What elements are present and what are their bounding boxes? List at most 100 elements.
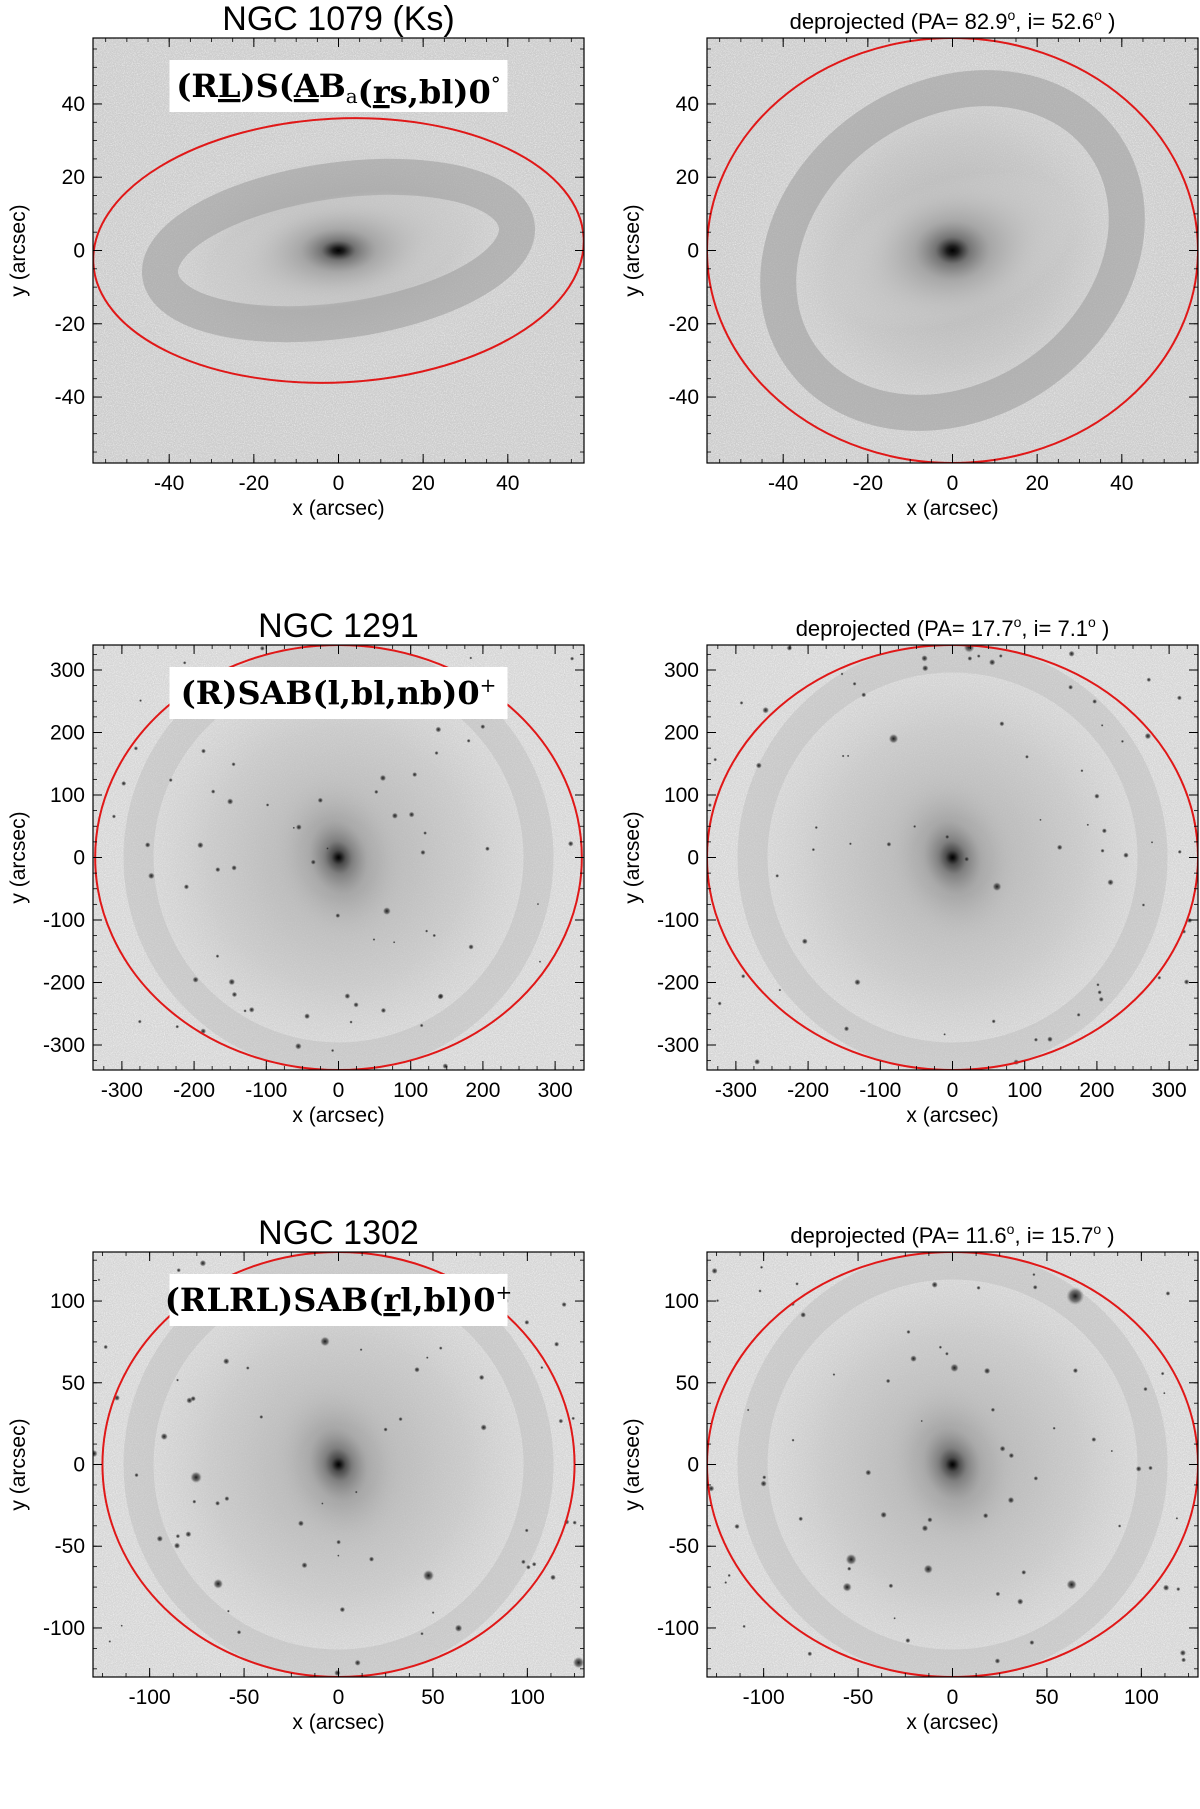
field-star [368,1556,375,1562]
field-star [759,1265,764,1269]
field-star [425,1356,429,1359]
field-star [558,1418,564,1424]
field-star [108,1640,112,1643]
field-star [1157,975,1162,980]
y-tick-label: -300 [657,1034,699,1057]
field-star [236,1629,242,1635]
field-star [910,1355,917,1363]
y-tick-label: -200 [657,972,699,995]
y-tick-label: 200 [50,722,85,745]
field-star [1120,739,1125,743]
field-star [1008,1452,1015,1459]
field-star [175,1024,180,1029]
field-star [383,1427,388,1432]
plot-ngc1079-right: -40 -40 -20 -20 0 0 20 20 40 40 x (arcsec) y (arcse… [621,7,1199,520]
field-star [999,721,1005,727]
y-tick-label: 20 [62,166,85,189]
field-star [572,1656,584,1669]
field-star [304,1013,311,1020]
x-axis-label: x (arcsec) [292,1104,384,1127]
field-star [295,824,302,831]
field-star [561,1301,567,1308]
field-star [944,834,950,840]
field-star [431,1611,435,1615]
field-star [786,645,793,651]
x-tick-label: 0 [333,1079,345,1102]
field-star [1183,979,1190,985]
field-star [210,789,216,794]
x-tick-label: -40 [154,472,184,495]
field-star [160,1432,168,1441]
field-star [943,1033,946,1036]
field-star [920,1419,923,1423]
field-star [762,706,770,714]
x-tick-label: 300 [538,1079,573,1102]
field-star [231,865,237,871]
field-star [982,1512,989,1519]
field-star [480,1424,487,1431]
field-star [1076,1012,1081,1017]
field-star [349,1020,353,1024]
field-star [215,954,220,959]
field-star [991,1019,996,1024]
field-star [1135,1465,1142,1472]
field-star [1017,1598,1024,1605]
field-star [469,656,473,660]
field-star [190,1395,196,1402]
field-star [372,938,376,941]
field-star [741,974,746,979]
field-star [854,979,861,986]
field-star [572,1520,577,1525]
field-star [847,1566,852,1571]
field-star [727,1573,731,1578]
panel-title: NGC 1302 [258,1214,419,1252]
field-star [976,1285,981,1290]
field-star [715,1299,720,1303]
field-star [938,1345,943,1349]
field-star [137,1019,142,1024]
field-star [1066,1579,1077,1590]
x-tick-label: 0 [947,1079,959,1102]
field-star [801,938,808,945]
y-axis-label: y (arcsec) [7,811,30,903]
field-star [248,1006,255,1013]
y-tick-label: -200 [43,972,85,995]
x-axis-label: x (arcsec) [292,497,384,520]
field-star [734,1523,740,1530]
field-star [1068,684,1074,690]
field-star [422,1569,435,1582]
classification-label: (RL)S(ABa(rs,bl)0° [169,60,508,112]
field-star [990,1407,996,1413]
field-star [337,1554,340,1557]
field-star [1100,724,1104,727]
y-tick-label: 0 [687,1454,699,1477]
field-star [398,1416,403,1422]
field-star [1101,828,1107,834]
svg-text:(RL)S(ABa(rs,bl)0°: (RL)S(ABa(rs,bl)0° [176,67,501,111]
y-tick-label: -20 [669,313,699,336]
field-star [103,1344,108,1350]
field-star [330,1048,335,1053]
field-star [538,960,542,963]
field-star [435,726,442,733]
field-star [391,812,399,819]
deprojected-title: deprojected (PA= 11.6o, i= 15.7o ) [790,1221,1114,1248]
field-star [423,831,427,835]
classification-label: (RLRL)SAB(rl,bl)0+ [165,1274,512,1326]
y-tick-label: -100 [43,1617,85,1640]
field-star [791,1438,795,1442]
galaxy-image [707,1252,1198,1677]
field-star [231,762,236,767]
field-star [175,1533,181,1539]
x-tick-label: -20 [239,472,269,495]
field-star [1039,818,1042,822]
fitted-ellipse [101,1252,576,1677]
field-star [1096,983,1100,987]
field-star [185,1531,192,1538]
plot-ngc1291-right: -300 -300 -200 -200 -100 -100 0 0 100 100 200 200 30… [621,614,1199,1127]
y-tick-label: 100 [664,1290,699,1313]
field-star [228,978,236,986]
field-star [374,789,379,795]
field-star [1162,1584,1170,1591]
field-star [1092,699,1098,704]
